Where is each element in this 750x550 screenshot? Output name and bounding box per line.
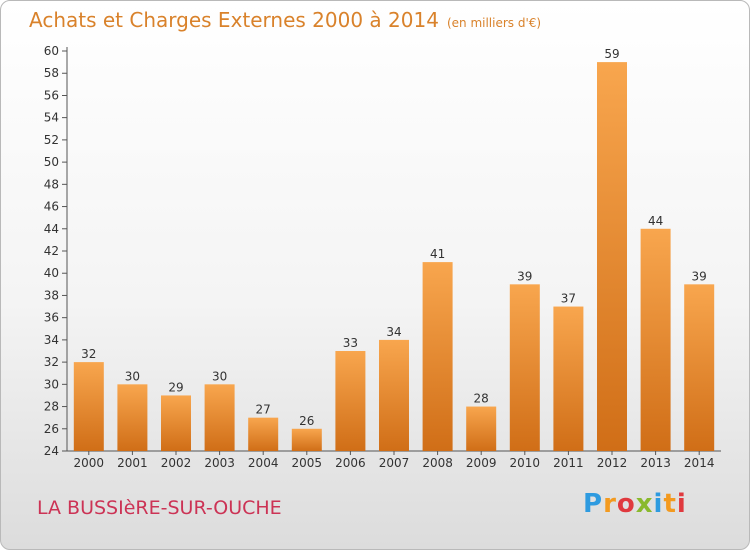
- bar-value-label: 41: [430, 247, 445, 261]
- x-tick-label: 2004: [248, 456, 279, 470]
- bar: [422, 262, 453, 451]
- x-tick-label: 2002: [161, 456, 192, 470]
- logo-letter: i: [676, 489, 687, 519]
- bar-value-label: 30: [125, 369, 140, 383]
- bar-value-label: 39: [517, 269, 532, 283]
- bar: [553, 306, 584, 451]
- bar-value-label: 37: [561, 292, 576, 306]
- logo-letter: r: [603, 489, 617, 519]
- x-tick-label: 2012: [597, 456, 628, 470]
- x-tick-label: 2006: [335, 456, 366, 470]
- y-tick-label: 24: [44, 444, 59, 458]
- bar: [466, 406, 497, 451]
- x-tick-label: 2008: [422, 456, 453, 470]
- bar-value-label: 28: [474, 392, 489, 406]
- bar: [597, 62, 627, 451]
- x-tick-label: 2000: [74, 456, 105, 470]
- bar-value-label: 27: [256, 403, 271, 417]
- y-tick-label: 40: [44, 266, 59, 280]
- bar-value-label: 34: [386, 325, 401, 339]
- y-tick-label: 30: [44, 377, 59, 391]
- unit-label: (en milliers d'€): [446, 16, 542, 30]
- bar-value-label: 32: [81, 347, 96, 361]
- bar-value-label: 29: [168, 380, 183, 394]
- place-name: LA BUSSIèRE-SUR-OUCHE: [37, 497, 282, 519]
- logo-letter: x: [635, 489, 654, 519]
- x-tick-label: 2007: [379, 456, 410, 470]
- y-tick-label: 56: [44, 88, 59, 102]
- bar: [291, 428, 322, 451]
- logo-letter: o: [616, 489, 636, 519]
- y-tick-label: 48: [44, 177, 59, 191]
- bar: [161, 395, 191, 451]
- x-tick-label: 2009: [466, 456, 497, 470]
- y-tick-label: 54: [44, 111, 59, 125]
- y-tick-label: 60: [44, 44, 59, 58]
- bar-value-label: 33: [343, 336, 358, 350]
- bar-value-label: 39: [692, 269, 707, 283]
- y-tick-label: 42: [44, 244, 59, 258]
- y-tick-label: 36: [44, 311, 59, 325]
- bar: [204, 384, 235, 451]
- x-tick-label: 2001: [117, 456, 148, 470]
- y-tick-label: 52: [44, 133, 59, 147]
- bar: [248, 417, 279, 451]
- bar-value-label: 30: [212, 369, 227, 383]
- bar: [509, 284, 540, 451]
- y-tick-label: 50: [44, 155, 59, 169]
- bar-value-label: 26: [299, 414, 314, 428]
- logo-letter: P: [583, 489, 604, 519]
- chart-title: Achats et Charges Externes 2000 à 2014 (e…: [29, 8, 541, 32]
- bar: [379, 339, 409, 451]
- x-tick-label: 2010: [510, 456, 541, 470]
- x-tick-label: 2005: [292, 456, 323, 470]
- y-tick-label: 38: [44, 288, 59, 302]
- logo-letter: i: [653, 489, 664, 519]
- bar: [73, 362, 104, 451]
- y-tick-label: 58: [44, 66, 59, 80]
- title-text: Achats et Charges Externes 2000 à 2014: [29, 8, 439, 32]
- bar-value-label: 59: [604, 47, 619, 61]
- bar: [117, 384, 148, 451]
- bar: [640, 228, 671, 451]
- x-tick-label: 2014: [684, 456, 715, 470]
- y-tick-label: 44: [44, 222, 59, 236]
- x-tick-label: 2013: [640, 456, 671, 470]
- y-tick-label: 32: [44, 355, 59, 369]
- y-tick-label: 26: [44, 422, 59, 436]
- bar-value-label: 44: [648, 214, 663, 228]
- x-tick-label: 2003: [204, 456, 235, 470]
- logo-letter: t: [663, 489, 677, 519]
- y-tick-label: 46: [44, 200, 59, 214]
- y-tick-label: 34: [44, 333, 59, 347]
- y-tick-label: 28: [44, 400, 59, 414]
- bar: [335, 351, 366, 451]
- x-tick-label: 2011: [553, 456, 584, 470]
- proxiti-logo: Proxiti: [583, 489, 687, 519]
- bar: [684, 284, 715, 451]
